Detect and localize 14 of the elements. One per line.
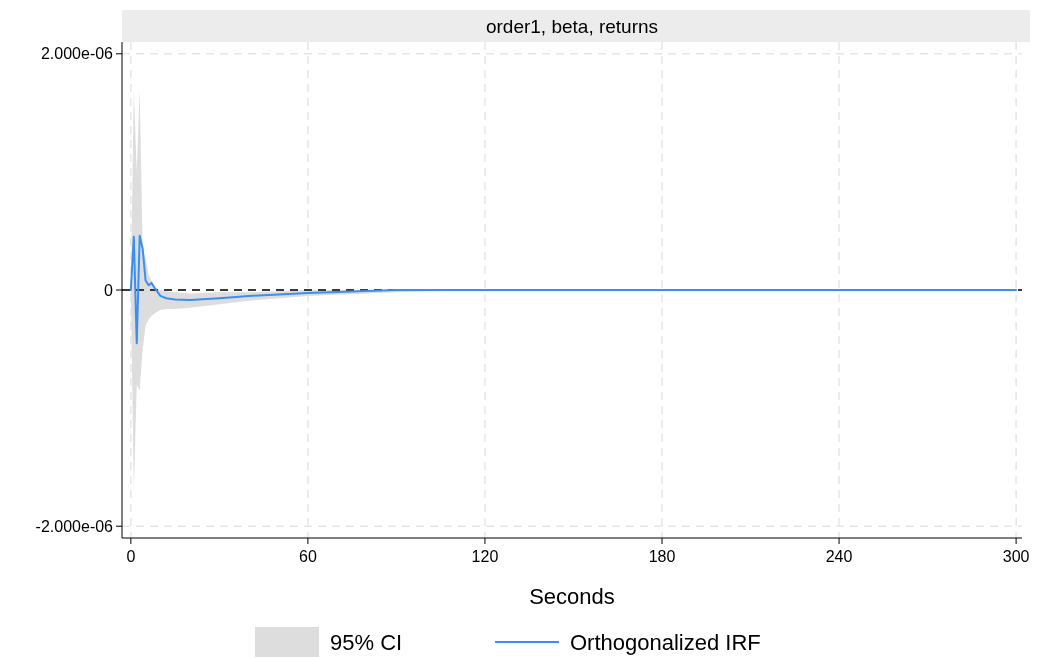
legend-label: Orthogonalized IRF bbox=[570, 630, 761, 655]
x-tick-label: 0 bbox=[126, 548, 136, 565]
y-tick-label: 0 bbox=[104, 281, 114, 299]
y-tick-label: -2.000e-06 bbox=[35, 517, 114, 535]
y-tick-label: 2.000e-06 bbox=[40, 45, 114, 63]
x-tick-label: 120 bbox=[471, 548, 499, 565]
text: 95% CI bbox=[330, 630, 403, 655]
x-tick-label: 60 bbox=[299, 548, 317, 565]
x-tick-label: 240 bbox=[825, 548, 853, 565]
x-tick-label: 300 bbox=[1002, 548, 1030, 565]
x-tick-label: 180 bbox=[648, 548, 676, 565]
chart-title: order1, beta, returns bbox=[485, 16, 659, 37]
x-axis-title: Seconds bbox=[529, 584, 615, 609]
line-series bbox=[129, 234, 1018, 345]
